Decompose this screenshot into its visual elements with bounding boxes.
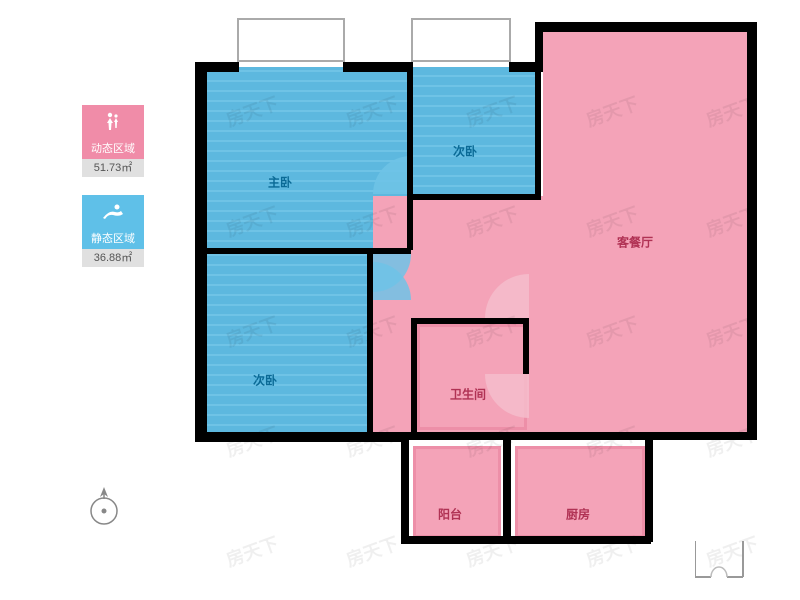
room-label-kitchen: 厨房 xyxy=(566,506,590,523)
room-second_bed2 xyxy=(207,254,371,434)
wall xyxy=(535,22,755,32)
wall xyxy=(195,432,407,442)
wall xyxy=(411,194,541,200)
room-second_bed1 xyxy=(411,67,539,195)
wall xyxy=(367,254,373,434)
room-living xyxy=(543,30,748,434)
room-label-second_bed1: 次卧 xyxy=(453,143,477,160)
legend-static-icon xyxy=(82,195,144,229)
wall xyxy=(401,432,651,440)
legend-dynamic: 动态区域 51.73㎡ xyxy=(82,105,144,177)
balcony xyxy=(237,18,345,62)
balcony xyxy=(411,18,511,62)
wall xyxy=(401,432,409,542)
room-label-living: 客餐厅 xyxy=(617,234,653,251)
watermark: 房天下 xyxy=(222,530,282,573)
legend-dynamic-icon xyxy=(82,105,144,139)
legend-static-label: 静态区域 xyxy=(82,229,144,249)
room-balcony_rm xyxy=(413,446,501,538)
room-label-second_bed2: 次卧 xyxy=(253,372,277,389)
legend-dynamic-label: 动态区域 xyxy=(82,139,144,159)
wall xyxy=(407,62,413,250)
room-label-master_bed: 主卧 xyxy=(268,174,292,191)
compass-icon xyxy=(87,485,121,532)
wall xyxy=(535,62,541,198)
room-bathroom xyxy=(417,324,527,430)
wall xyxy=(503,438,511,538)
wall xyxy=(343,62,413,72)
wall xyxy=(411,318,529,324)
wall xyxy=(523,318,529,374)
legend: 动态区域 51.73㎡ 静态区域 36.88㎡ xyxy=(82,105,144,285)
wall xyxy=(645,432,653,542)
wall xyxy=(207,248,411,254)
wall xyxy=(195,62,207,440)
watermark: 房天下 xyxy=(342,530,402,573)
room-label-bathroom: 卫生间 xyxy=(450,386,486,403)
room-label-balcony_rm: 阳台 xyxy=(438,506,462,523)
floorplan: 主卧次卧次卧客餐厅卫生间阳台厨房 房天下房天下房天下房天下房天下房天下房天下房天… xyxy=(195,18,760,584)
legend-static: 静态区域 36.88㎡ xyxy=(82,195,144,267)
wall xyxy=(411,318,417,434)
wall xyxy=(195,62,239,72)
entry-door xyxy=(695,541,745,579)
legend-dynamic-value: 51.73㎡ xyxy=(82,159,144,177)
legend-static-value: 36.88㎡ xyxy=(82,249,144,267)
wall xyxy=(747,22,757,438)
wall xyxy=(645,432,757,440)
room-kitchen xyxy=(515,446,645,538)
wall xyxy=(401,536,651,544)
